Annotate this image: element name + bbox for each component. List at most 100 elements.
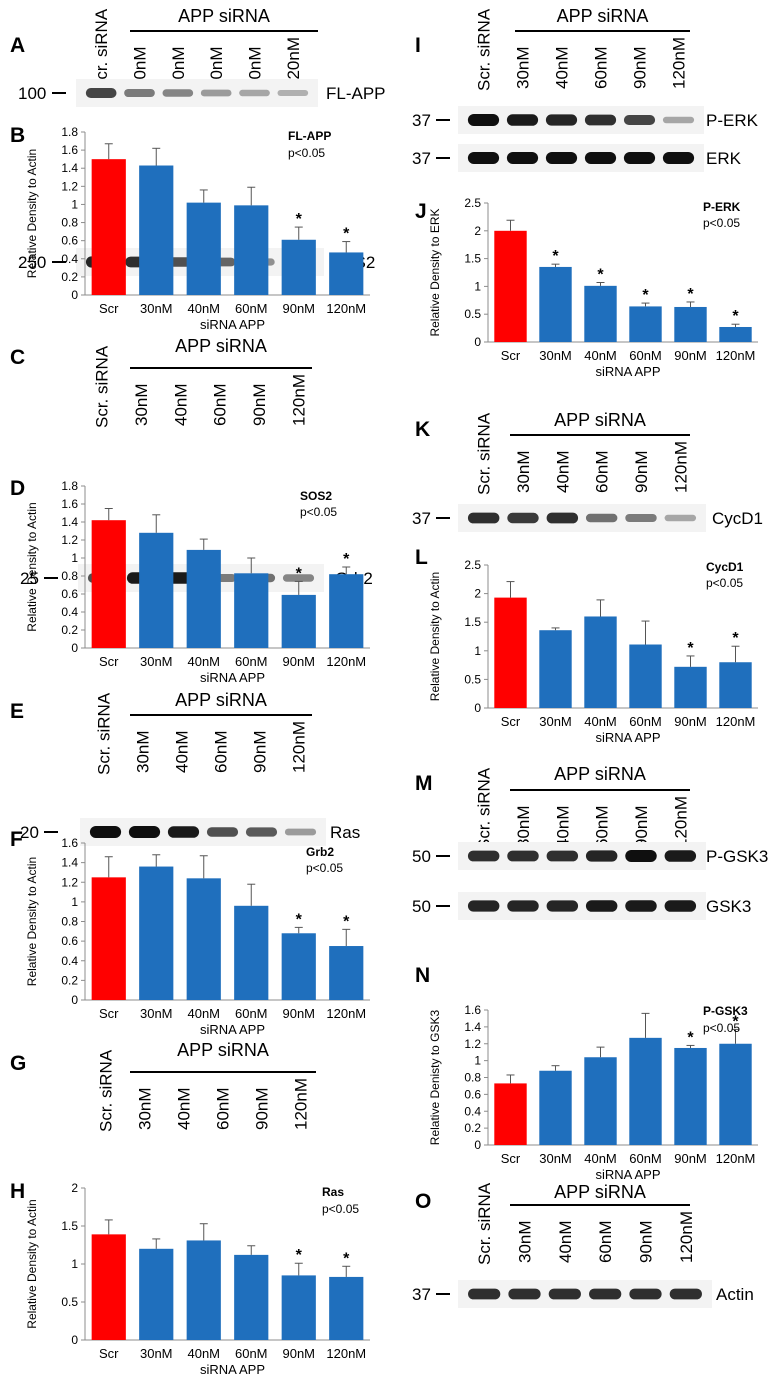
significance-star: * xyxy=(687,286,694,303)
lane-label: 120nM xyxy=(671,796,690,848)
protein-label: GSK3 xyxy=(706,897,751,916)
mw-label: 250 xyxy=(18,253,46,272)
panel-letter-k: K xyxy=(415,418,430,441)
bar xyxy=(281,594,316,648)
mw-label: 37 xyxy=(412,509,431,528)
blot-panel-g: APP siRNA Scr. siRNA 30nM 40nM 60nM 90nM 120nM… xyxy=(20,818,360,1132)
significance-star: * xyxy=(343,226,350,243)
y-tick-label: 0.5 xyxy=(464,307,481,321)
category-label: Scr xyxy=(99,301,119,316)
blot-panel-o: APP siRNA Scr. siRNA 30nM 40nM 60nM 90nM 120nM… xyxy=(412,1182,754,1308)
significance-star: * xyxy=(296,211,303,228)
blot-band xyxy=(507,900,539,912)
lane-label: 40nM xyxy=(553,805,572,848)
y-tick-label: 2.5 xyxy=(464,196,481,210)
y-tick-label: 0.6 xyxy=(61,934,78,948)
y-tick-label: 1 xyxy=(71,551,78,565)
blot-band xyxy=(664,900,697,912)
bar xyxy=(674,1047,707,1145)
lane-label: 30nM xyxy=(134,730,153,773)
significance-star: * xyxy=(732,1013,739,1030)
y-tick-label: 1.2 xyxy=(61,875,78,889)
mw-label: 37 xyxy=(412,111,431,130)
significance-star: * xyxy=(597,267,604,284)
blot-band xyxy=(124,89,155,97)
y-tick-label: 1 xyxy=(71,197,78,211)
bar xyxy=(91,877,126,1000)
lane-label: 60nM xyxy=(593,805,612,848)
y-tick-label: 0.6 xyxy=(61,587,78,601)
blot-band xyxy=(585,900,618,912)
y-tick-label: 2 xyxy=(474,587,481,601)
y-tick-label: 0.8 xyxy=(464,1071,481,1085)
bar xyxy=(629,306,662,342)
y-tick-label: 1.5 xyxy=(464,615,481,629)
significance-star: * xyxy=(296,1247,303,1264)
blot-band xyxy=(584,114,617,126)
y-tick-label: 0.2 xyxy=(61,270,78,284)
category-label: 60nM xyxy=(235,1006,268,1021)
bar xyxy=(329,1276,364,1340)
bar xyxy=(584,285,617,342)
y-tick-label: 0.4 xyxy=(61,252,78,266)
bar xyxy=(139,866,174,1000)
blot-band xyxy=(585,513,618,523)
category-label: 90nM xyxy=(282,1006,315,1021)
y-axis-label: Relative Density to Actin xyxy=(25,1199,39,1328)
category-label: 30nM xyxy=(140,1346,173,1361)
protein-label: CycD1 xyxy=(712,509,763,528)
x-axis-label: siRNA APP xyxy=(200,1022,265,1037)
chart-title: SOS2 xyxy=(300,489,332,503)
blot-panel-m: APP siRNA Scr. siRNA 30nM 40nM 60nM 90nM 120nM… xyxy=(412,764,768,920)
y-tick-label: 0.2 xyxy=(464,1121,481,1135)
lane-label: 40nM xyxy=(553,46,572,89)
y-tick-label: 1.5 xyxy=(61,1219,78,1233)
blot-band xyxy=(162,89,194,97)
blot-band xyxy=(85,88,117,98)
y-tick-label: 1.6 xyxy=(61,497,78,511)
lane-label: 60nM xyxy=(593,450,612,493)
lane-label: 40nM xyxy=(556,1220,575,1263)
panel-letters: A B C D E F G H I J K L M N O xyxy=(10,34,433,1213)
blot-band xyxy=(546,900,579,912)
category-label: 60nM xyxy=(235,1346,268,1361)
lane-label: 60nM xyxy=(214,1087,233,1130)
mw-label: 25 xyxy=(20,569,39,588)
mw-label: 50 xyxy=(412,847,431,866)
bar xyxy=(539,630,572,708)
blot-band xyxy=(467,850,500,862)
y-tick-label: 0 xyxy=(71,993,78,1007)
bar xyxy=(139,165,174,295)
chart-title: P-ERK xyxy=(703,200,741,214)
category-label: 40nM xyxy=(187,301,220,316)
blot-band xyxy=(284,828,317,836)
y-tick-label: 0.8 xyxy=(61,216,78,230)
chart-title: FL-APP xyxy=(288,129,331,143)
category-label: 120nM xyxy=(326,1006,366,1021)
bar xyxy=(329,252,364,295)
lane-label: 120nM xyxy=(670,37,689,89)
y-tick-label: 1 xyxy=(474,644,481,658)
blot-band xyxy=(206,827,239,837)
x-axis-label: siRNA APP xyxy=(595,364,660,379)
blot-band xyxy=(664,514,697,522)
blot-band xyxy=(128,826,161,838)
blot-header: APP siRNA xyxy=(177,1040,269,1060)
x-axis-label: siRNA APP xyxy=(200,1362,265,1377)
blot-header: APP siRNA xyxy=(178,6,270,26)
chart-stat: p<0.05 xyxy=(322,1202,359,1216)
blot-row: 20 Ras xyxy=(20,818,360,846)
bar xyxy=(281,1275,316,1340)
y-tick-label: 0.2 xyxy=(61,623,78,637)
category-label: 40nM xyxy=(187,1346,220,1361)
blot-band xyxy=(662,116,695,124)
bar-chart-j: 0 0.5 1 1.5 2 2.5 Relative Density to ERK Scr * 3… xyxy=(428,196,758,379)
category-label: 90nM xyxy=(282,654,315,669)
blot-band xyxy=(585,850,618,862)
protein-label: Actin xyxy=(716,1285,754,1304)
y-tick-label: 1 xyxy=(71,1257,78,1271)
bar-chart-b: 0 0.2 0.4 0.6 0.8 1 1.2 1.4 1.6 1.8 Relative Densi… xyxy=(25,125,370,332)
blot-band xyxy=(584,152,617,164)
lane-label: 90nM xyxy=(631,46,650,89)
